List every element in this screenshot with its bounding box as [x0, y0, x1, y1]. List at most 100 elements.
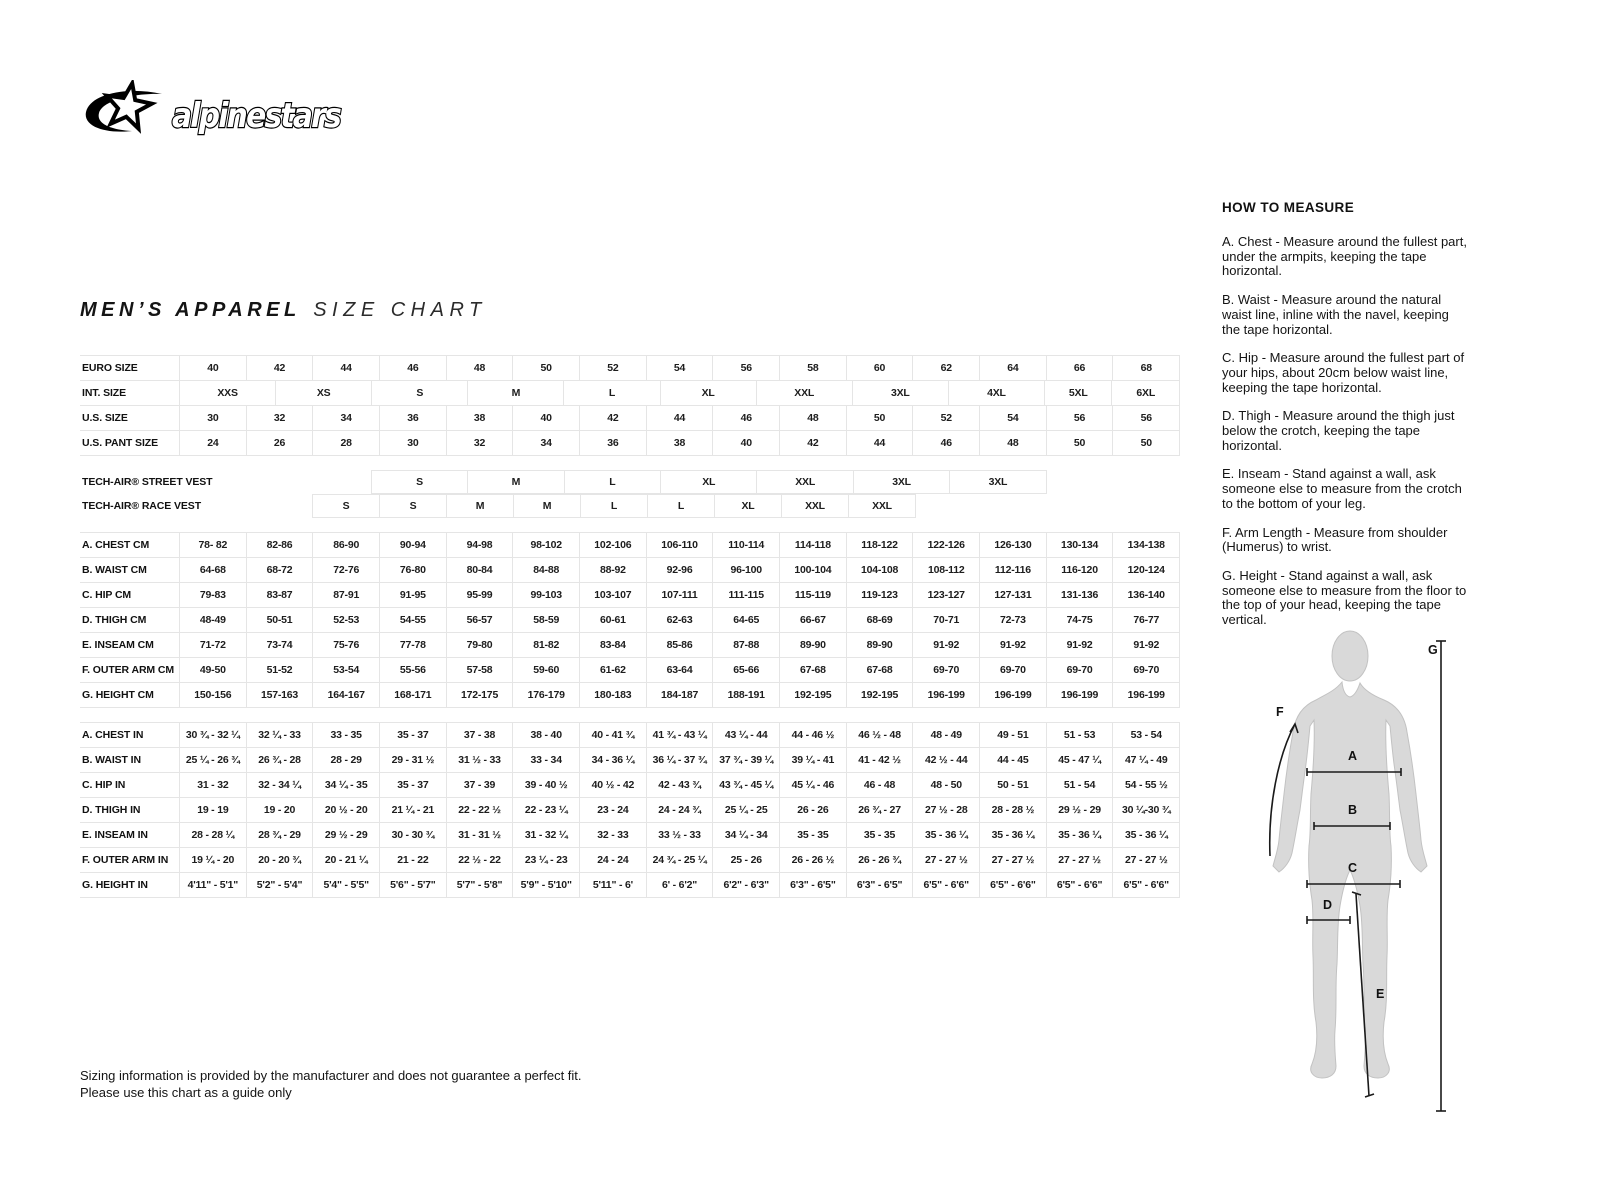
size-cell: 107-111 [647, 583, 714, 607]
table-row: F. OUTER ARM CM 49-50 51-52 53-54 55-56 57-58… [80, 658, 1181, 683]
figure-label-thigh: D [1323, 898, 1332, 912]
table-row: TECH-AIR® STREET VEST S M L XL XXL 3XL 3XL [80, 470, 1180, 494]
size-cell: 37 - 39 [447, 773, 514, 797]
size-cell: 56 [1113, 406, 1181, 430]
size-cell: 192-195 [780, 683, 847, 707]
waist-measure-line [1313, 822, 1391, 830]
page-title: MEN’S APPAREL SIZE CHART [80, 299, 487, 322]
size-cell: 3XL [853, 381, 949, 405]
size-cell: 164-167 [313, 683, 381, 707]
size-cell: 63-64 [647, 658, 714, 682]
table-row: U.S. PANT SIZE 24 26 28 30 32 34 36 38 40 42 44 46 48… [80, 431, 1181, 456]
size-cell: 43 ¾ - 45 ¼ [713, 773, 781, 797]
size-cell: XXL [849, 494, 916, 518]
size-cell: S [380, 494, 447, 518]
size-cell: 5'2" - 5'4" [247, 873, 314, 897]
size-cell: 85-86 [647, 633, 714, 657]
size-cell: 55-56 [380, 658, 447, 682]
size-cell: 102-106 [580, 533, 647, 557]
size-cell: 31 - 32 [180, 773, 247, 797]
size-cell: 40 [713, 431, 781, 455]
size-cell: 39 - 40 ½ [513, 773, 581, 797]
how-to-measure-section: HOW TO MEASURE A. Chest - Measure around… [1222, 200, 1468, 642]
size-cell: 32 [447, 431, 514, 455]
size-cell: 20 - 20 ¾ [247, 848, 314, 872]
size-cell: 96-100 [713, 558, 781, 582]
size-cell: 31 ½ - 33 [447, 748, 514, 772]
size-cell: 70-71 [913, 608, 981, 632]
size-cell: 66 [1047, 356, 1114, 380]
size-cell: 54 - 55 ½ [1113, 773, 1181, 797]
size-cell: 35 - 36 ¼ [1047, 823, 1114, 847]
logo-star-icon [85, 80, 162, 134]
size-cell: 68-69 [847, 608, 914, 632]
size-cell: 87-88 [713, 633, 781, 657]
size-cell: 131-136 [1047, 583, 1114, 607]
size-cell: 136-140 [1113, 583, 1181, 607]
size-cell: 38 [647, 431, 714, 455]
size-cell: 46 [380, 356, 447, 380]
size-cell: 79-80 [447, 633, 514, 657]
size-cell: 29 ½ - 29 [313, 823, 381, 847]
size-cell: 83-84 [580, 633, 647, 657]
size-cell: S [370, 470, 469, 494]
size-cell: 196-199 [1047, 683, 1114, 707]
arm-length-measure-line [1268, 722, 1299, 857]
size-cell: 83-87 [247, 583, 314, 607]
size-cell: 46 - 48 [847, 773, 914, 797]
hip-measure-line [1306, 880, 1401, 888]
size-cell: 34 ¼ - 35 [313, 773, 381, 797]
size-cell: 24 - 24 [580, 848, 647, 872]
size-cell: 126-130 [980, 533, 1047, 557]
size-cell: 27 - 27 ½ [913, 848, 981, 872]
size-cell: 21 - 22 [380, 848, 447, 872]
figure-label-chest: A [1348, 749, 1357, 763]
size-cell: 91-92 [1113, 633, 1181, 657]
size-cell: 3XL [950, 470, 1047, 494]
row-label: G. HEIGHT CM [80, 683, 180, 707]
size-cell: 36 [380, 406, 447, 430]
size-cell: 20 ½ - 20 [313, 798, 381, 822]
size-cell: 172-175 [447, 683, 514, 707]
size-cell: 46 [713, 406, 781, 430]
row-label: F. OUTER ARM CM [80, 658, 180, 682]
row-label: A. CHEST IN [80, 723, 180, 747]
size-cell: 6'5" - 6'6" [980, 873, 1047, 897]
size-cell: 90-94 [380, 533, 447, 557]
table-row: C. HIP IN 31 - 32 32 - 34 ¼ 34 ¼ - 35 35 - 3… [80, 773, 1181, 798]
row-label: G. HEIGHT IN [80, 873, 180, 897]
size-cell: 94-98 [447, 533, 514, 557]
size-cell: 62 [913, 356, 981, 380]
size-cell: 50 - 51 [980, 773, 1047, 797]
measure-instruction: B. Waist - Measure around the natural wa… [1222, 292, 1449, 337]
row-label: EURO SIZE [80, 356, 180, 380]
size-cell: 48 [980, 431, 1047, 455]
size-cell: 39 ¼ - 41 [780, 748, 847, 772]
size-cell: 22 ½ - 22 [447, 848, 514, 872]
size-cell: 28 [313, 431, 381, 455]
row-label: TECH-AIR® RACE VEST [82, 499, 202, 512]
size-cell: 33 - 35 [313, 723, 381, 747]
size-cell: L [564, 470, 662, 494]
size-cell: 29 - 31 ½ [380, 748, 447, 772]
figure-label-height: G [1428, 643, 1438, 657]
size-cell: 48-49 [180, 608, 247, 632]
size-cell: 38 [447, 406, 514, 430]
size-cell: 29 ½ - 29 [1047, 798, 1114, 822]
size-cell: 111-115 [713, 583, 781, 607]
size-cell: XXS [180, 381, 277, 405]
size-cell: 50 [847, 406, 914, 430]
size-cell: 91-92 [1047, 633, 1114, 657]
size-cell: 88-92 [580, 558, 647, 582]
table-row: E. INSEAM CM 71-72 73-74 75-76 77-78 79-80 81-… [80, 633, 1181, 658]
footer-line-1: Sizing information is provided by the ma… [80, 1068, 582, 1083]
size-cell: M [468, 381, 565, 405]
size-cell: 37 - 38 [447, 723, 514, 747]
size-cell: 123-127 [913, 583, 981, 607]
size-cell: 38 - 40 [513, 723, 581, 747]
size-cell: 24 [180, 431, 247, 455]
size-cell: 40 ½ - 42 [580, 773, 647, 797]
size-cell: 118-122 [847, 533, 914, 557]
size-cell: 99-103 [513, 583, 581, 607]
size-cell: 6'3" - 6'5" [847, 873, 914, 897]
